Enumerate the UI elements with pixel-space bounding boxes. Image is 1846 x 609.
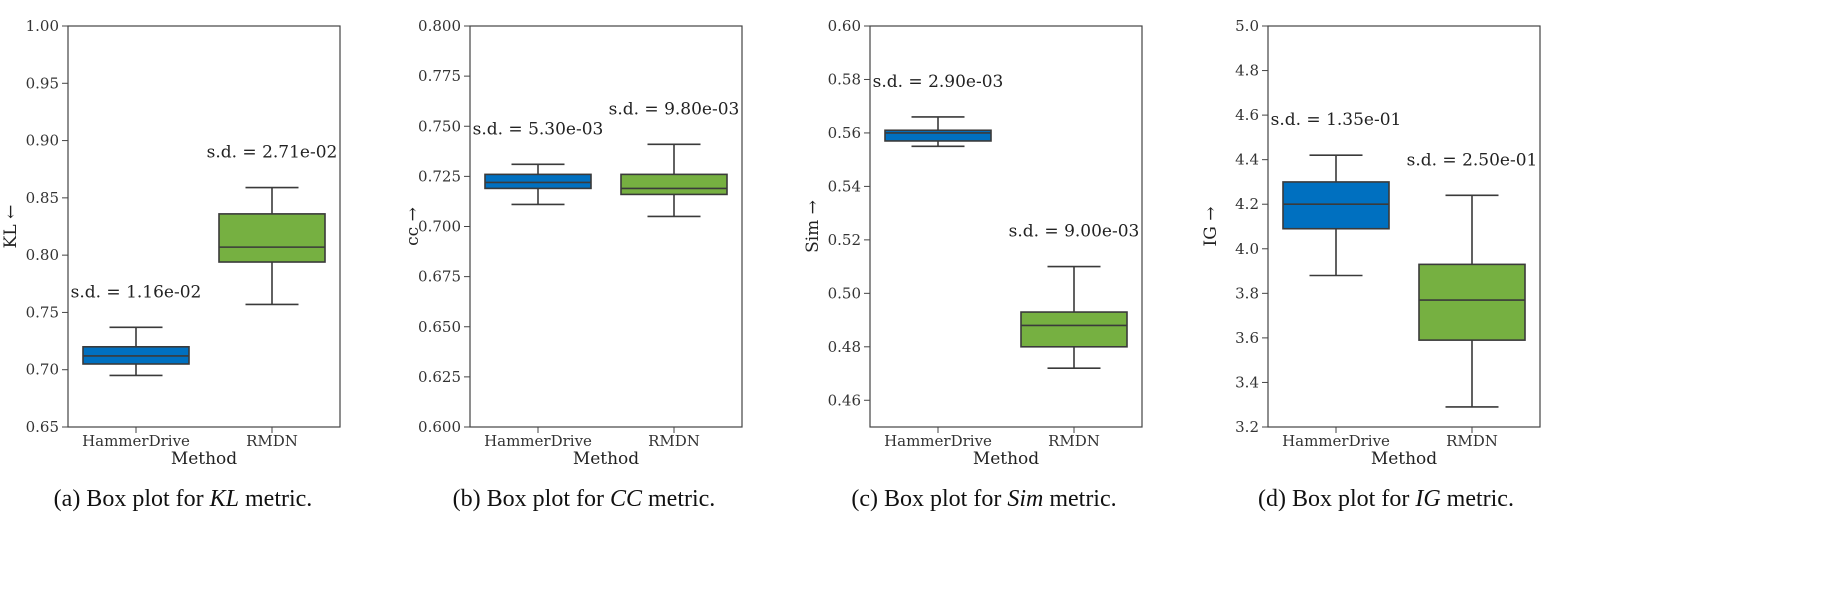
y-tick-label: 0.675 [418, 268, 461, 286]
x-axis-title: Method [171, 449, 237, 469]
box-body [484, 173, 592, 190]
sd-annotation: s.d. = 2.90e-03 [873, 72, 1004, 92]
y-tick-label: 0.70 [26, 361, 59, 379]
caption-variable: CC [610, 486, 643, 512]
y-tick-label: 4.0 [1235, 240, 1259, 258]
plot-frame [67, 25, 341, 428]
subfigure-caption: (b) Box plot for CC metric. [453, 486, 716, 512]
sd-annotation: s.d. = 1.16e-02 [71, 282, 202, 302]
box-body [1418, 263, 1526, 341]
box-rmdn: s.d. = 9.80e-03 [609, 99, 740, 218]
box-rmdn: s.d. = 2.50e-01 [1407, 150, 1538, 408]
y-tick-label: 0.58 [828, 70, 861, 88]
caption-suffix: metric. [642, 486, 715, 512]
x-tick-label: HammerDrive [82, 432, 190, 450]
y-tick-label: 0.625 [418, 368, 461, 386]
y-tick-label: 0.95 [26, 74, 59, 92]
box-body [218, 213, 326, 263]
subfigure-caption: (d) Box plot for IG metric. [1258, 486, 1514, 512]
caption-prefix: (d) Box plot for [1258, 486, 1415, 512]
x-axis-title: Method [1371, 449, 1437, 469]
y-tick-label: 0.65 [26, 418, 59, 436]
caption-variable: IG [1414, 486, 1440, 512]
box-body [1282, 181, 1390, 230]
caption-variable: Sim [1007, 486, 1043, 512]
x-tick-label: RMDN [1446, 432, 1498, 450]
box-body [620, 173, 728, 196]
y-tick-label: 0.56 [828, 124, 861, 142]
sd-annotation: s.d. = 2.71e-02 [207, 143, 338, 163]
y-tick-label: 0.750 [418, 117, 461, 135]
x-axis-title: Method [573, 449, 639, 469]
x-tick-label: RMDN [246, 432, 298, 450]
y-tick-label: 0.775 [418, 67, 461, 85]
plot-frame [1267, 25, 1541, 428]
subfigure-caption: (c) Box plot for Sim metric. [851, 486, 1116, 512]
box-hammerdrive: s.d. = 1.35e-01 [1271, 110, 1402, 277]
x-tick-label: HammerDrive [484, 432, 592, 450]
y-tick-label: 5.0 [1235, 17, 1259, 35]
y-tick-label: 3.2 [1235, 418, 1259, 436]
y-tick-label: 1.00 [26, 17, 59, 35]
plot-frame [869, 25, 1143, 428]
chart-panel-3: 0.46 0.48 0.50 0.52 0.54 0.56 0.58 0.60 s.d. = 2… [803, 17, 1143, 512]
box-rmdn: s.d. = 9.00e-03 [1009, 222, 1140, 369]
chart-panel-2: 0.600 0.625 0.650 0.675 0.700 0.725 0.750 0.775… [403, 17, 743, 512]
subfigure-caption: (a) Box plot for KL metric. [54, 486, 313, 512]
box-body [884, 129, 992, 142]
sd-annotation: s.d. = 1.35e-01 [1271, 110, 1402, 130]
caption-prefix: (a) Box plot for [54, 486, 210, 512]
y-axis-title: cc → [403, 207, 423, 246]
y-tick-label: 0.800 [418, 17, 461, 35]
chart-panel-4: 3.2 3.4 3.6 3.8 4.0 4.2 4.4 4.6 4.8 5.0 s.d. = 1.3… [1201, 17, 1541, 512]
y-axis-title: IG → [1201, 207, 1221, 247]
caption-prefix: (b) Box plot for [453, 486, 610, 512]
y-tick-label: 0.600 [418, 418, 461, 436]
caption-suffix: metric. [1043, 486, 1116, 512]
y-axis-title: KL ← [1, 205, 21, 249]
y-tick-label: 0.85 [26, 189, 59, 207]
y-tick-label: 0.60 [828, 17, 861, 35]
sd-annotation: s.d. = 2.50e-01 [1407, 150, 1538, 170]
y-tick-label: 0.700 [418, 218, 461, 236]
sd-annotation: s.d. = 5.30e-03 [473, 119, 604, 139]
y-tick-label: 4.2 [1235, 195, 1259, 213]
x-tick-label: HammerDrive [884, 432, 992, 450]
y-tick-label: 3.6 [1235, 329, 1259, 347]
y-tick-label: 0.48 [828, 338, 861, 356]
caption-variable: KL [209, 486, 239, 512]
y-tick-label: 0.90 [26, 132, 59, 150]
y-axis-title: Sim → [803, 200, 823, 253]
y-tick-label: 0.80 [26, 246, 59, 264]
y-tick-label: 3.8 [1235, 284, 1259, 302]
y-tick-label: 0.725 [418, 167, 461, 185]
y-tick-label: 4.6 [1235, 106, 1259, 124]
sd-annotation: s.d. = 9.00e-03 [1009, 222, 1140, 242]
chart-panel-1: 0.65 0.70 0.75 0.80 0.85 0.90 0.95 1.00 s.d. = 1… [1, 17, 341, 512]
box-hammerdrive: s.d. = 2.90e-03 [873, 72, 1004, 148]
box-hammerdrive: s.d. = 5.30e-03 [473, 119, 604, 206]
caption-suffix: metric. [1441, 486, 1514, 512]
y-tick-label: 0.54 [828, 177, 861, 195]
y-tick-label: 3.4 [1235, 373, 1259, 391]
y-tick-label: 0.46 [828, 391, 861, 409]
x-tick-label: HammerDrive [1282, 432, 1390, 450]
sd-annotation: s.d. = 9.80e-03 [609, 99, 740, 119]
x-tick-label: RMDN [1048, 432, 1100, 450]
plot-frame [469, 25, 743, 428]
x-tick-label: RMDN [648, 432, 700, 450]
box-body [1020, 311, 1128, 348]
box-rmdn: s.d. = 2.71e-02 [207, 143, 338, 306]
caption-suffix: metric. [239, 486, 312, 512]
caption-prefix: (c) Box plot for [851, 486, 1007, 512]
y-tick-label: 0.650 [418, 318, 461, 336]
y-tick-label: 4.8 [1235, 62, 1259, 80]
x-axis-title: Method [973, 449, 1039, 469]
y-tick-label: 0.52 [828, 231, 861, 249]
y-tick-label: 0.50 [828, 284, 861, 302]
box-hammerdrive: s.d. = 1.16e-02 [71, 282, 202, 377]
y-tick-label: 0.75 [26, 303, 59, 321]
y-tick-label: 4.4 [1235, 151, 1259, 169]
